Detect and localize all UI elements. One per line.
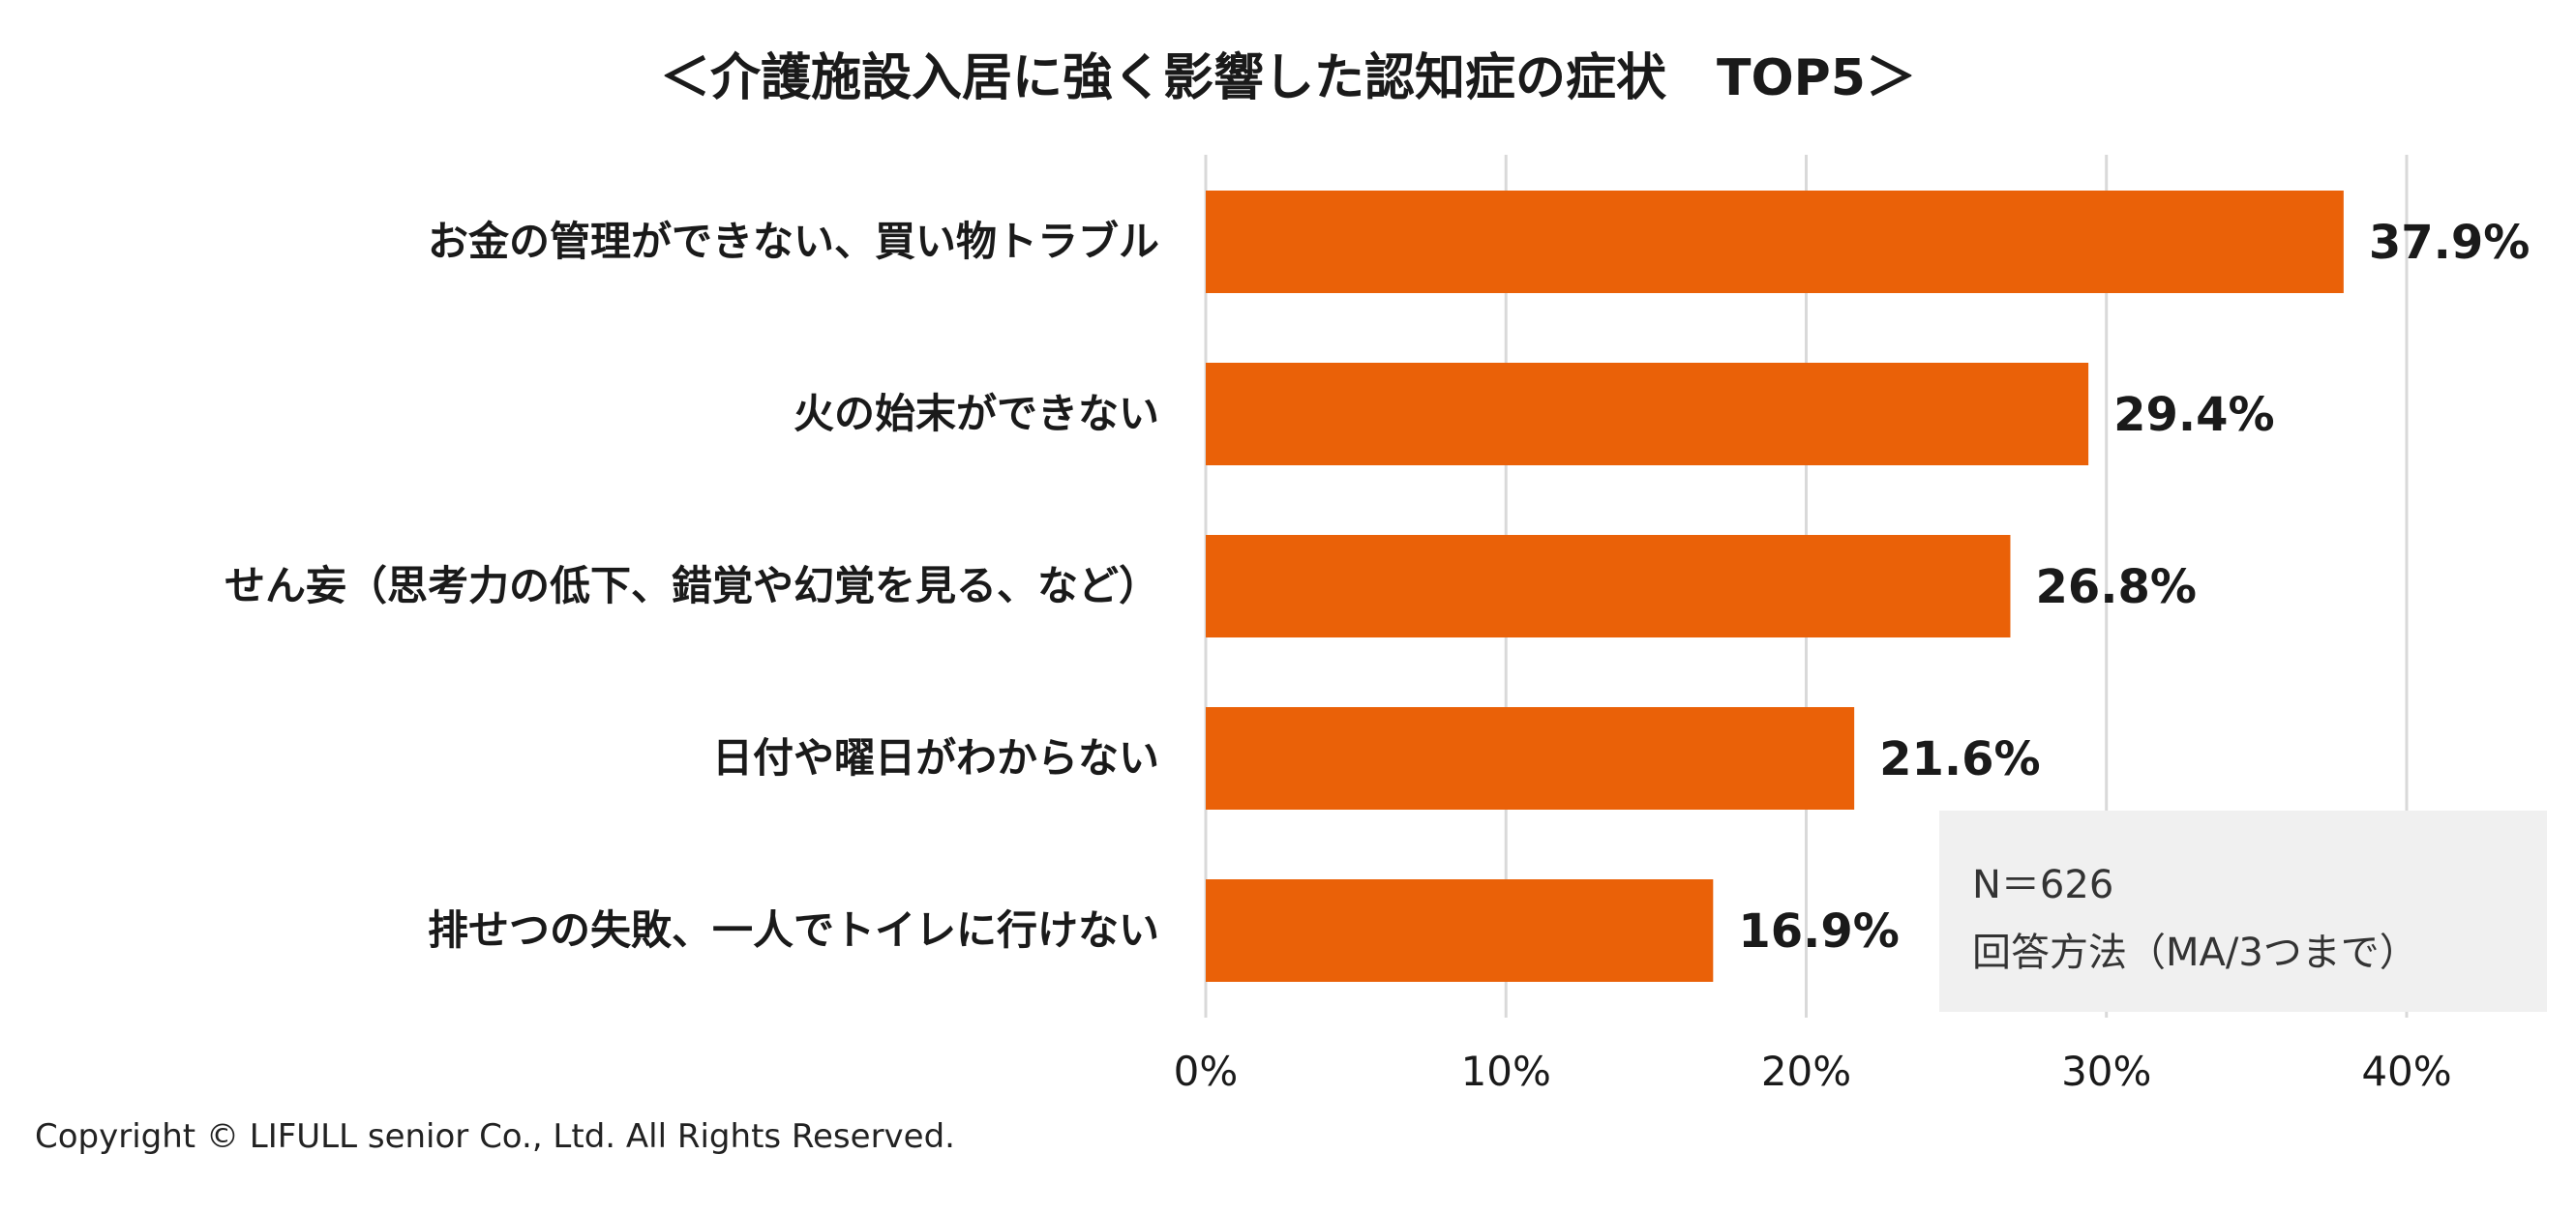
- bars: [1206, 191, 2344, 982]
- bar: [1206, 363, 2089, 465]
- category-label: 排せつの失敗、一人でトイレに行けない: [428, 906, 1159, 954]
- category-label: せん妄（思考力の低下、錯覚や幻覚を見る、など）: [225, 562, 1159, 609]
- value-label: 37.9%: [2369, 216, 2531, 270]
- chart-title: ＜介護施設入居に強く影響した認知症の症状 TOP5＞: [660, 49, 1916, 107]
- category-label: お金の管理ができない、買い物トラブル: [428, 218, 1159, 265]
- category-labels: お金の管理ができない、買い物トラブル火の始末ができないせん妄（思考力の低下、錯覚…: [225, 218, 1159, 954]
- category-label: 火の始末ができない: [794, 390, 1159, 437]
- bar: [1206, 879, 1714, 982]
- x-axis-ticks: 0% 10% 20% 30% 40%: [1174, 1048, 2452, 1095]
- sample-size-text: N＝626: [1972, 863, 2114, 907]
- x-tick-label: 0%: [1174, 1048, 1239, 1095]
- x-tick-label: 10%: [1461, 1048, 1551, 1095]
- value-label: 21.6%: [1879, 732, 2041, 786]
- copyright-footer: Copyright © LIFULL senior Co., Ltd. All …: [35, 1117, 955, 1156]
- value-label: 26.8%: [2035, 560, 2197, 614]
- x-tick-label: 40%: [2361, 1048, 2451, 1095]
- x-tick-label: 30%: [2061, 1048, 2151, 1095]
- bar: [1206, 707, 1855, 810]
- x-tick-label: 20%: [1761, 1048, 1851, 1095]
- value-label: 29.4%: [2113, 388, 2275, 442]
- category-label: 日付や曜日がわからない: [712, 734, 1159, 782]
- answer-method-text: 回答方法（MA/3つまで）: [1972, 931, 2418, 975]
- bar: [1206, 535, 2011, 637]
- value-labels: 37.9% 29.4% 26.8% 21.6% 16.9%: [1738, 216, 2530, 959]
- bar: [1206, 191, 2344, 293]
- survey-note-box: N＝626 回答方法（MA/3つまで）: [1939, 811, 2547, 1012]
- value-label: 16.9%: [1738, 904, 1900, 959]
